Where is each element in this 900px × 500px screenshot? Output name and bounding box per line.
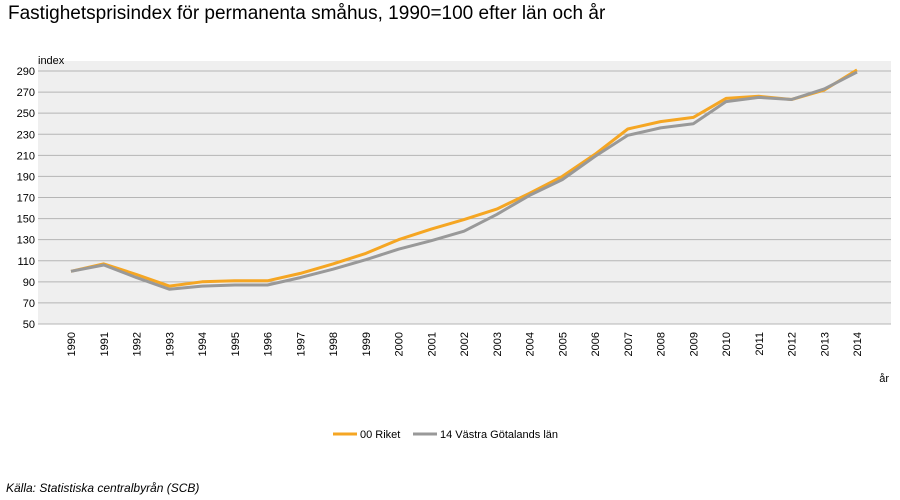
x-tick-label-2004: 2004 <box>525 332 537 356</box>
y-tick-label-110: 110 <box>17 256 35 268</box>
x-tick-label-2008: 2008 <box>656 332 668 356</box>
y-tick-label-270: 270 <box>17 87 35 99</box>
x-tick-label-2011: 2011 <box>754 332 766 356</box>
x-tick-label-2009: 2009 <box>688 332 700 356</box>
y-tick-label-210: 210 <box>17 150 35 162</box>
y-tick-label-250: 250 <box>17 108 35 120</box>
x-tick-label-2003: 2003 <box>492 332 504 356</box>
x-tick-label-1992: 1992 <box>132 332 144 356</box>
y-tick-label-230: 230 <box>17 129 35 141</box>
legend: 00 Riket 14 Västra Götalands län <box>333 429 558 441</box>
y-axis-ticks: 50 70 90 110 130 150 170 190 210 230 250 270 290 <box>17 66 35 331</box>
y-tick-label-150: 150 <box>17 214 35 226</box>
x-tick-label-2013: 2013 <box>819 332 831 356</box>
y-tick-label-290: 290 <box>17 66 35 78</box>
series-lines <box>70 68 858 291</box>
x-tick-label-1991: 1991 <box>99 332 111 356</box>
x-tick-label-2014: 2014 <box>852 332 864 356</box>
x-tick-label-1996: 1996 <box>263 332 275 356</box>
x-tick-label-2002: 2002 <box>459 332 471 356</box>
legend-label-1: 14 Västra Götalands län <box>440 429 558 441</box>
x-tick-label-2012: 2012 <box>787 332 799 356</box>
x-tick-label-1999: 1999 <box>361 332 373 356</box>
legend-label-0: 00 Riket <box>360 429 400 441</box>
x-tick-label-1993: 1993 <box>164 332 176 356</box>
x-tick-label-2005: 2005 <box>557 332 569 356</box>
y-axis-label: index <box>38 55 65 67</box>
x-tick-label-2001: 2001 <box>426 332 438 356</box>
x-tick-label-2006: 2006 <box>590 332 602 356</box>
y-tick-label-90: 90 <box>23 277 35 289</box>
series-line-0 <box>70 68 858 288</box>
y-tick-label-130: 130 <box>17 235 35 247</box>
y-tick-label-170: 170 <box>17 193 35 205</box>
x-tick-label-1995: 1995 <box>230 332 242 356</box>
x-tick-label-1998: 1998 <box>328 332 340 356</box>
y-tick-label-190: 190 <box>17 171 35 183</box>
x-tick-label-2010: 2010 <box>721 332 733 356</box>
x-tick-label-1994: 1994 <box>197 332 209 356</box>
x-axis-ticks: 1990 1991 1992 1993 1994 1995 1996 1997 1998 1999… <box>66 332 864 356</box>
x-tick-label-1990: 1990 <box>66 332 78 356</box>
plot-background <box>38 61 891 324</box>
x-tick-label-2007: 2007 <box>623 332 635 356</box>
series-line-1 <box>70 70 858 291</box>
y-tick-label-70: 70 <box>23 298 35 310</box>
x-tick-label-2000: 2000 <box>394 332 406 356</box>
chart-title: Fastighetsprisindex för permanenta småhu… <box>8 3 606 24</box>
x-tick-label-1997: 1997 <box>295 332 307 356</box>
x-axis-label: år <box>879 373 889 385</box>
y-tick-label-50: 50 <box>23 319 35 331</box>
source-note: Källa: Statistiska centralbyrån (SCB) <box>6 481 200 495</box>
